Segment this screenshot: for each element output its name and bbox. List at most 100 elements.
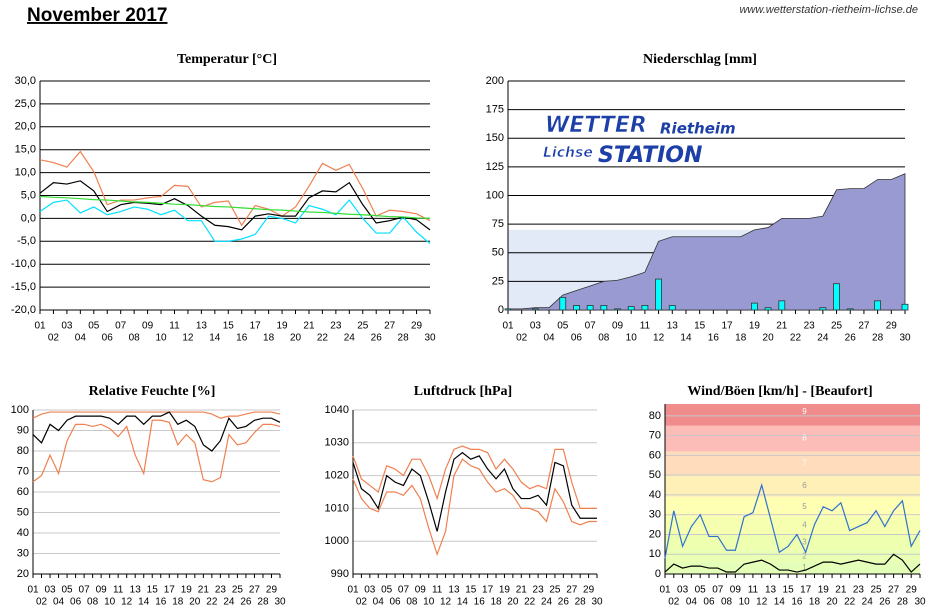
x-tick-label: 17 xyxy=(250,321,262,332)
x-tick-label: 08 xyxy=(406,597,418,608)
x-tick-label: 19 xyxy=(749,321,761,332)
x-tick-label: 20 xyxy=(507,597,519,608)
y-tick-label: 25,0 xyxy=(15,98,36,110)
y-tick-label: 1040 xyxy=(325,404,349,416)
beaufort-band xyxy=(665,475,920,497)
bar xyxy=(778,300,786,311)
y-tick-label: -5,0 xyxy=(17,235,36,247)
x-tick-label: 13 xyxy=(765,585,777,596)
y-tick-label: 15,0 xyxy=(15,144,36,156)
beaufort-band xyxy=(665,534,920,551)
beaufort-band xyxy=(665,516,920,535)
bar xyxy=(901,303,909,311)
x-tick-label: 07 xyxy=(79,585,91,596)
x-tick-label: 17 xyxy=(800,585,812,596)
x-tick-label: 16 xyxy=(791,597,803,608)
beaufort-band xyxy=(665,425,920,452)
x-tick-label: 11 xyxy=(113,585,124,596)
x-tick-label: 26 xyxy=(240,597,252,608)
beaufort-label: 5 xyxy=(802,502,807,511)
y-tick-label: 990 xyxy=(331,568,349,580)
x-tick-label: 23 xyxy=(533,585,545,596)
x-tick-label: 10 xyxy=(739,597,751,608)
y-tick-label: 0 xyxy=(655,568,661,580)
beaufort-label: 3 xyxy=(802,537,807,546)
y-tick-label: 30 xyxy=(17,547,29,559)
x-tick-label: 06 xyxy=(571,333,583,344)
y-tick-label: 0,0 xyxy=(21,212,36,224)
x-tick-label: 02 xyxy=(36,597,48,608)
beaufort-band xyxy=(665,496,920,517)
x-tick-label: 09 xyxy=(730,585,742,596)
y-tick-label: 1010 xyxy=(325,502,349,514)
x-tick-label: 15 xyxy=(694,321,706,332)
bar xyxy=(764,307,772,311)
x-tick-label: 22 xyxy=(790,333,802,344)
x-tick-label: 16 xyxy=(155,597,167,608)
series-line xyxy=(32,411,281,419)
x-tick-label: 20 xyxy=(189,597,201,608)
x-tick-label: 13 xyxy=(667,321,679,332)
x-tick-label: 26 xyxy=(558,597,570,608)
bar xyxy=(833,283,840,311)
x-tick-label: 12 xyxy=(440,597,452,608)
y-tick-label: 50 xyxy=(649,469,661,481)
x-tick-label: 27 xyxy=(858,321,870,332)
x-tick-label: 05 xyxy=(381,585,393,596)
x-tick-label: 29 xyxy=(886,321,898,332)
x-tick-label: 01 xyxy=(27,585,39,596)
logo-text: Rietheim xyxy=(660,120,736,138)
x-tick-label: 18 xyxy=(490,597,502,608)
x-tick-label: 13 xyxy=(448,585,460,596)
x-tick-label: 23 xyxy=(853,585,865,596)
x-tick-label: 09 xyxy=(415,585,427,596)
x-tick-label: 10 xyxy=(626,333,638,344)
x-tick-label: 05 xyxy=(62,585,74,596)
x-tick-label: 27 xyxy=(384,321,396,332)
y-tick-label: 20 xyxy=(17,568,29,580)
x-tick-label: 03 xyxy=(364,585,376,596)
x-tick-label: 20 xyxy=(290,333,302,344)
logo-text: WETTER xyxy=(545,113,647,138)
x-tick-label: 11 xyxy=(432,585,443,596)
x-tick-label: 16 xyxy=(474,597,486,608)
site-url: www.wetterstation-rietheim-lichse.de xyxy=(739,4,918,16)
x-tick-label: 21 xyxy=(516,585,528,596)
bar xyxy=(751,302,758,311)
x-tick-label: 22 xyxy=(206,597,218,608)
y-tick-label: 1000 xyxy=(325,535,349,547)
x-tick-label: 02 xyxy=(356,597,368,608)
x-tick-label: 08 xyxy=(129,333,141,344)
beaufort-band xyxy=(665,550,920,563)
y-tick-label: 80 xyxy=(649,410,661,422)
y-tick-label: 125 xyxy=(486,161,504,173)
x-tick-label: 12 xyxy=(121,597,133,608)
x-tick-label: 14 xyxy=(209,333,221,344)
x-tick-label: 29 xyxy=(411,321,423,332)
x-tick-label: 04 xyxy=(53,597,65,608)
x-tick-label: 09 xyxy=(142,321,154,332)
x-tick-label: 06 xyxy=(70,597,82,608)
x-tick-label: 30 xyxy=(899,333,911,344)
x-tick-label: 08 xyxy=(598,333,610,344)
y-tick-label: 20 xyxy=(649,528,661,540)
x-tick-label: 22 xyxy=(844,597,856,608)
y-tick-label: 1030 xyxy=(325,437,349,449)
series-line xyxy=(39,150,431,227)
beaufort-band xyxy=(665,451,920,476)
series-line xyxy=(352,451,597,532)
x-tick-label: 03 xyxy=(530,321,542,332)
series-line xyxy=(39,195,431,219)
beaufort-label: 1 xyxy=(802,563,807,572)
x-tick-label: 02 xyxy=(48,333,60,344)
y-tick-label: 100 xyxy=(11,404,29,416)
x-tick-label: 06 xyxy=(102,333,114,344)
y-tick-label: 70 xyxy=(17,465,29,477)
chart-title: Wind/Böen [km/h] - [Beaufort] xyxy=(687,384,872,399)
bar xyxy=(531,308,539,311)
y-tick-label: 20,0 xyxy=(15,121,36,133)
x-tick-label: 06 xyxy=(703,597,715,608)
bar xyxy=(668,305,676,311)
logo-text: STATION xyxy=(598,143,702,168)
